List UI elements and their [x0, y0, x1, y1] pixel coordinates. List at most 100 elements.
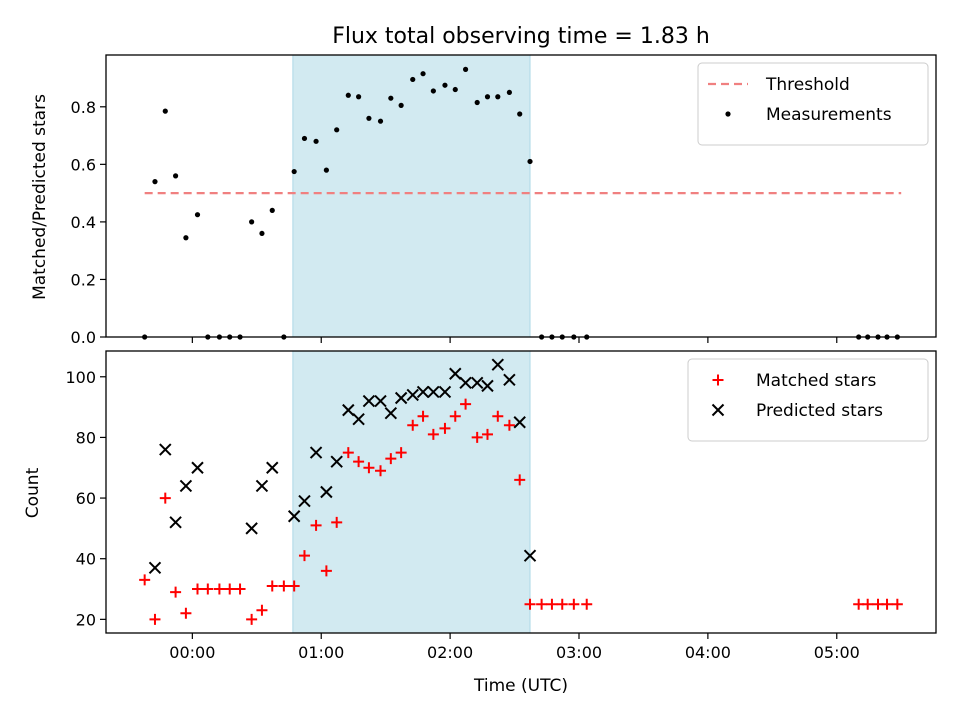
top-panel-legend-label-1: Measurements: [766, 105, 892, 125]
bottom-panel-point-0-9: [234, 583, 246, 595]
bottom-panel-point-0-5: [192, 583, 204, 595]
bottom-panel-y-tick-label-3: 80: [76, 428, 96, 447]
top-panel-legend-marker-1: [725, 111, 731, 117]
bottom-panel-legend-label-0: Matched stars: [756, 371, 876, 391]
top-panel-point-0-18: [334, 127, 340, 133]
top-panel-y-axis-label: Matched/Predicted stars: [30, 94, 50, 300]
x-tick-label-0: 00:00: [169, 643, 215, 662]
bottom-panel-point-1-3: [179, 479, 193, 493]
bottom-panel-point-0-24: [395, 447, 407, 459]
bottom-panel-point-1-21: [427, 385, 440, 399]
top-panel-point-0-12: [269, 207, 275, 213]
bottom-panel-point-1-17: [384, 406, 398, 420]
bottom-panel-point-1-4: [191, 461, 204, 474]
top-panel-point-0-19: [345, 92, 351, 98]
bottom-panel-point-1-6: [255, 479, 269, 493]
bottom-panel-point-1-5: [245, 522, 258, 535]
bottom-panel-point-0-29: [449, 410, 461, 422]
top-panel-point-0-20: [356, 94, 362, 100]
bottom-panel-point-0-36: [524, 598, 536, 610]
bottom-panel-point-0-25: [407, 419, 419, 431]
top-panel-point-0-4: [183, 235, 189, 241]
bottom-panel-point-0-45: [881, 598, 893, 610]
bottom-panel-point-1-23: [449, 367, 462, 380]
bottom-panel-point-1-0: [148, 561, 162, 575]
bottom-panel-point-0-33: [492, 410, 504, 422]
bottom-panel-y-tick-label-1: 40: [76, 550, 96, 569]
bottom-panel-point-0-35: [514, 474, 526, 486]
bottom-panel-point-0-22: [375, 465, 387, 477]
top-panel-point-0-28: [442, 82, 448, 88]
top-panel-y-tick-label-1: 0.2: [71, 270, 96, 289]
bottom-panel-point-1-29: [513, 416, 526, 429]
bottom-panel-point-0-46: [891, 598, 903, 610]
bottom-panel-point-1-15: [362, 394, 376, 408]
bottom-panel-point-0-18: [331, 516, 343, 528]
bottom-panel-point-1-10: [309, 446, 323, 459]
bottom-panel-observing-span: [292, 350, 531, 634]
bottom-panel-point-1-19: [406, 388, 419, 402]
top-panel-point-0-30: [462, 66, 469, 72]
top-panel-point-0-26: [420, 71, 426, 77]
top-panel-point-0-32: [484, 94, 491, 100]
bottom-panel-point-0-2: [159, 492, 171, 504]
bottom-panel-point-0-43: [862, 598, 874, 610]
top-panel-legend-box: [697, 62, 929, 146]
top-panel-observing-span: [292, 54, 531, 338]
bottom-panel-point-1-26: [481, 379, 494, 393]
bottom-panel-point-1-20: [416, 385, 430, 399]
bottom-panel-point-0-7: [213, 583, 225, 595]
x-tick-label-3: 03:00: [556, 643, 602, 662]
bottom-panel-point-0-34: [503, 419, 515, 431]
bottom-panel-series-matched-stars: [139, 398, 903, 625]
top-panel-point-0-22: [377, 118, 384, 124]
bottom-panel-legend-box: [687, 358, 929, 442]
bottom-panel-point-0-11: [256, 604, 268, 616]
bottom-panel-point-1-11: [320, 485, 333, 499]
top-panel-point-0-1: [152, 179, 158, 185]
top-panel-point-0-11: [259, 230, 265, 237]
x-tick-label-5: 05:00: [814, 643, 860, 662]
top-panel-frame: [105, 54, 937, 338]
bottom-panel-point-1-8: [287, 510, 301, 523]
bottom-panel-point-0-17: [320, 565, 332, 577]
top-panel-y-tick-label-4: 0.8: [71, 98, 96, 117]
bottom-panel-point-1-22: [438, 385, 452, 399]
bottom-panel-point-0-14: [288, 580, 300, 592]
top-panel-point-0-24: [398, 102, 404, 108]
bottom-panel-point-1-7: [266, 461, 279, 474]
bottom-panel-point-0-19: [342, 447, 354, 459]
bottom-panel-point-1-18: [394, 391, 408, 405]
bottom-panel-legend-marker-1: [711, 403, 725, 417]
top-panel-point-0-35: [517, 111, 523, 117]
bottom-panel-point-1-16: [374, 394, 387, 408]
chart-title: Flux total observing time = 1.83 h: [332, 24, 710, 49]
bottom-panel-y-tick-label-2: 60: [76, 489, 96, 508]
bottom-panel-point-1-28: [503, 373, 516, 387]
bottom-panel-point-1-27: [491, 358, 505, 371]
bottom-panel-point-0-6: [202, 583, 214, 595]
x-tick-label-2: 02:00: [427, 643, 473, 662]
bottom-panel-point-0-39: [556, 598, 568, 610]
bottom-panel: 20 40 60 80 100 00:00 01:00 02:00 03:00 04:00 05:0…: [65, 350, 937, 662]
top-panel-point-0-2: [162, 108, 168, 114]
top-panel-y-tick-label-0: 0.0: [71, 328, 96, 347]
plot-layer: 0.0 0.2 0.4 0.6 0.8 Threshold Measurements 20 40…: [65, 54, 937, 662]
bottom-panel-legend: Matched stars Predicted stars: [687, 358, 929, 442]
x-axis-label: Time (UTC): [473, 676, 568, 696]
bottom-panel-point-0-26: [417, 410, 429, 422]
top-panel-point-0-16: [313, 138, 319, 144]
bottom-panel-point-0-27: [427, 428, 439, 440]
top-panel-point-0-21: [366, 115, 372, 121]
bottom-panel-point-0-40: [568, 598, 580, 610]
bottom-panel-point-0-30: [460, 398, 472, 410]
top-panel-point-0-25: [410, 76, 416, 83]
top-panel-y-tick-label-3: 0.6: [71, 155, 96, 174]
bottom-panel-point-0-10: [246, 613, 258, 625]
bottom-panel-y-tick-label-0: 20: [76, 610, 96, 629]
top-panel-point-0-27: [430, 88, 436, 94]
bottom-panel-point-0-0: [139, 574, 151, 586]
bottom-panel-point-0-41: [581, 598, 593, 610]
top-panel-point-0-34: [506, 89, 513, 96]
